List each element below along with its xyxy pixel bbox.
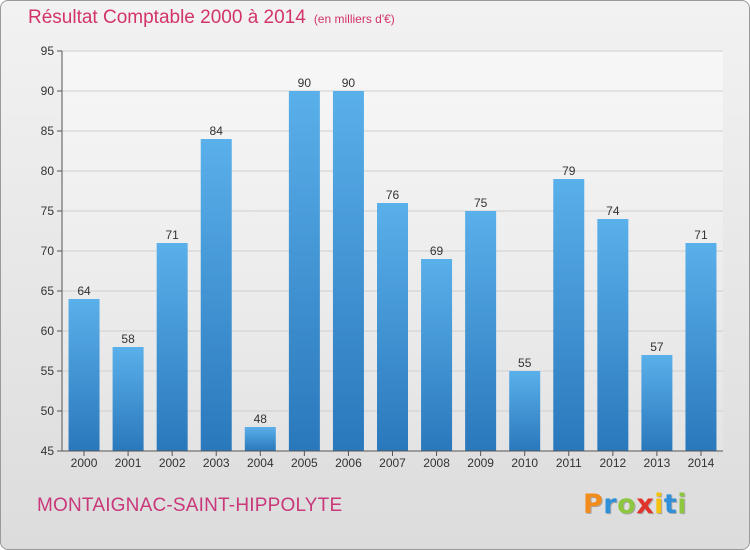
data-label: 79: [562, 164, 576, 178]
x-tick-label: 2009: [467, 456, 494, 470]
x-tick-label: 2002: [159, 456, 186, 470]
x-tick-label: 2010: [511, 456, 538, 470]
y-tick-label: 90: [41, 84, 55, 98]
x-tick-label: 2005: [291, 456, 318, 470]
y-tick-label: 55: [41, 364, 55, 378]
bar: [332, 91, 364, 451]
x-tick-label: 2007: [379, 456, 406, 470]
y-tick-label: 60: [41, 324, 55, 338]
data-label: 64: [77, 284, 91, 298]
chart-subtitle: (en milliers d'€): [313, 12, 395, 26]
bar: [68, 299, 100, 451]
data-label: 90: [342, 76, 356, 90]
y-tick-label: 80: [41, 164, 55, 178]
x-tick-label: 2006: [335, 456, 362, 470]
data-label: 75: [474, 196, 488, 210]
y-tick-label: 50: [41, 404, 55, 418]
y-tick-label: 65: [41, 284, 55, 298]
data-label: 71: [694, 228, 708, 242]
y-tick-label: 45: [41, 444, 55, 458]
commune-name: MONTAIGNAC-SAINT-HIPPOLYTE: [37, 495, 343, 516]
bar: [421, 259, 453, 451]
chart-title-text: Résultat Comptable 2000 à 2014: [28, 7, 306, 28]
logo-letter: x: [636, 489, 655, 520]
bar: [553, 179, 585, 451]
x-tick-label: 2004: [247, 456, 274, 470]
logo-letter: t: [663, 489, 678, 520]
bar: [377, 203, 408, 451]
bar: [641, 355, 673, 451]
bar: [244, 427, 276, 451]
chart-title: Résultat Comptable 2000 à 2014 (en millie…: [28, 7, 395, 29]
bar: [597, 219, 629, 451]
bar: [200, 139, 232, 451]
bar: [509, 371, 541, 451]
axes: 45 50 55 60 65 70 75 80 85 90 95 2000 2001 2002 2003 20…: [41, 44, 723, 470]
x-tick-label: 2013: [644, 456, 671, 470]
data-label: 74: [606, 204, 620, 218]
data-labels: 64 58 71 84 48 90 90 76 69 75 55 79 74 57 71: [77, 76, 708, 426]
y-tick-label: 70: [41, 244, 55, 258]
logo-letter: r: [603, 489, 618, 520]
logo-letter: o: [617, 489, 637, 520]
data-label: 48: [254, 412, 268, 426]
logo-letter: i: [654, 489, 664, 520]
y-tick-label: 75: [41, 204, 55, 218]
y-tick-label: 85: [41, 124, 55, 138]
bar: [156, 243, 188, 451]
data-label: 58: [121, 332, 135, 346]
data-label: 71: [165, 228, 179, 242]
data-label: 69: [430, 244, 444, 258]
x-tick-label: 2008: [423, 456, 450, 470]
data-label: 90: [298, 76, 312, 90]
y-tick-label: 95: [41, 44, 55, 58]
logo-letter: i: [677, 489, 688, 520]
bars: [68, 91, 717, 451]
bar: [288, 91, 320, 451]
data-label: 84: [210, 124, 224, 138]
x-tick-label: 2001: [115, 456, 142, 470]
logo-letter: P: [583, 489, 604, 520]
data-label: 55: [518, 356, 532, 370]
x-tick-label: 2011: [556, 456, 582, 470]
bar: [112, 347, 144, 451]
data-label: 57: [650, 340, 664, 354]
proxiti-logo: Proxiti: [583, 489, 687, 520]
x-tick-label: 2012: [599, 456, 626, 470]
bar: [465, 211, 497, 451]
x-tick-label: 2003: [203, 456, 230, 470]
data-label: 76: [386, 188, 400, 202]
bar: [685, 243, 717, 451]
x-tick-label: 2014: [688, 456, 715, 470]
x-tick-label: 2000: [71, 456, 98, 470]
